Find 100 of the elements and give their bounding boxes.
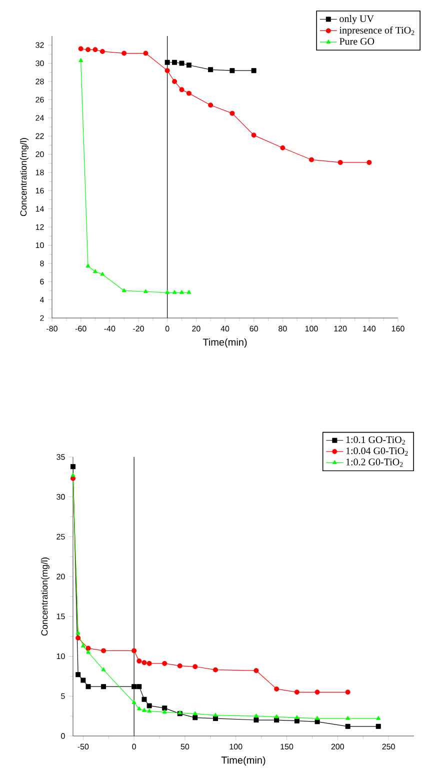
x-tick-label: -80: [46, 326, 58, 332]
point: [76, 635, 81, 640]
point: [338, 160, 343, 165]
y-tick-label: 6: [40, 278, 44, 284]
point: [192, 664, 198, 670]
point: [345, 724, 350, 729]
x-tick-label: -50: [78, 744, 89, 750]
point: [180, 290, 184, 294]
y-tick-label: 20: [36, 151, 44, 158]
point: [345, 690, 350, 695]
point: [213, 712, 218, 717]
point: [162, 660, 168, 666]
point: [136, 684, 142, 690]
y-tick-label: 10: [36, 242, 44, 248]
point: [76, 630, 80, 635]
point: [208, 67, 214, 72]
point: [92, 47, 98, 52]
point: [366, 160, 372, 165]
y-tick-label: 10: [56, 653, 65, 660]
point: [101, 667, 106, 672]
point: [86, 264, 90, 268]
x-tick-label: 200: [331, 744, 344, 750]
point: [254, 714, 258, 718]
point: [146, 703, 152, 708]
x-tick-label: 80: [278, 326, 287, 332]
point: [213, 716, 218, 721]
x-tick-label: -60: [75, 326, 86, 332]
point: [142, 660, 147, 666]
x-tick-label: 100: [230, 744, 242, 750]
x-tick-label: 100: [305, 326, 318, 332]
point: [172, 78, 178, 84]
point: [254, 668, 259, 674]
point: [100, 272, 105, 276]
y-tick-label: 22: [36, 133, 44, 139]
point: [251, 132, 256, 138]
point: [78, 46, 84, 52]
legend-label: only UV: [340, 15, 374, 24]
x-tick-label: 0: [165, 326, 170, 332]
point: [142, 696, 147, 702]
point: [274, 686, 280, 692]
y-tick-label: 32: [36, 42, 44, 48]
point: [86, 47, 91, 52]
point: [122, 50, 127, 56]
legend-label: 1:0.04 G0-TiO$_{2}$: [346, 447, 408, 456]
legend-label: inpresence of TiO$_{2}$: [339, 26, 414, 36]
point: [80, 643, 86, 648]
point: [192, 715, 198, 720]
x-tick-label: 160: [392, 326, 404, 332]
x-tick-label: 20: [192, 326, 200, 332]
point: [162, 710, 167, 714]
point: [346, 716, 350, 720]
point: [254, 718, 259, 723]
point: [142, 708, 146, 712]
x-tick-label: -40: [104, 326, 116, 332]
point: [147, 708, 152, 713]
point: [192, 711, 198, 716]
point: [280, 145, 286, 150]
point: [213, 667, 218, 672]
point: [294, 718, 300, 724]
x-tick-label: 150: [280, 744, 294, 750]
point: [143, 50, 148, 56]
point: [162, 706, 168, 711]
point: [93, 269, 98, 274]
point: [172, 290, 177, 294]
y-tick-label: 4: [40, 297, 44, 303]
point: [165, 290, 170, 294]
point: [186, 62, 192, 68]
point: [164, 60, 170, 65]
y-tick-label: 28: [36, 78, 44, 84]
point: [122, 288, 126, 292]
legend-label: 1:0.2 G0-TiO$_{2}$: [346, 458, 403, 467]
point: [230, 110, 235, 116]
y-tick-label: 35: [56, 454, 65, 460]
y-tick-label: 30: [36, 60, 44, 66]
point: [136, 658, 142, 664]
point: [230, 68, 235, 74]
point: [315, 716, 320, 720]
point: [172, 60, 178, 65]
y-tick-label: 8: [40, 260, 44, 266]
point: [274, 714, 279, 718]
point: [100, 48, 105, 54]
x-tick-label: 140: [363, 326, 376, 332]
y-tick-label: 16: [36, 188, 44, 194]
y-tick-label: 18: [36, 170, 44, 176]
y-tick-label: 15: [56, 614, 65, 620]
y-tick-label: 25: [56, 534, 65, 540]
point: [132, 648, 137, 654]
point: [179, 60, 184, 66]
point: [186, 290, 192, 294]
point: [179, 87, 184, 92]
point: [376, 724, 381, 729]
point: [70, 472, 76, 477]
y-tick-label: 24: [36, 115, 44, 121]
y-tick-label: 12: [36, 224, 44, 230]
point: [177, 663, 182, 668]
x-axis-title: Time(min): [202, 338, 247, 348]
point: [314, 690, 320, 695]
y-tick-label: 0: [61, 733, 65, 739]
x-tick-label: -20: [133, 326, 144, 332]
y-tick-label: 14: [36, 206, 44, 212]
